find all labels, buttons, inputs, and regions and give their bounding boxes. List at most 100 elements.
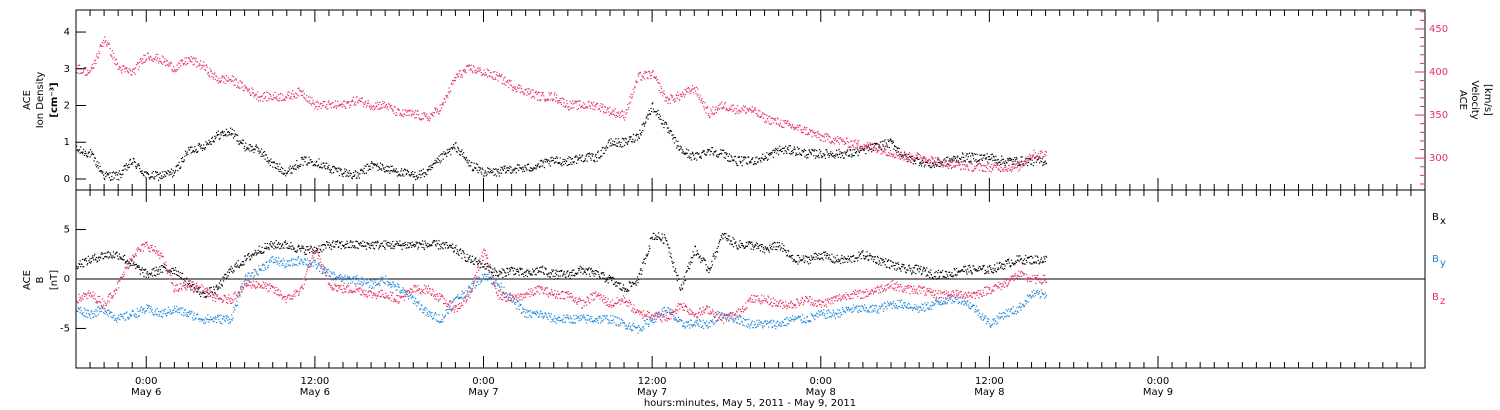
data-point: [479, 261, 481, 263]
data-point: [929, 159, 931, 162]
data-point: [751, 111, 753, 113]
data-point: [409, 242, 411, 245]
data-point: [255, 94, 257, 96]
data-point: [584, 272, 587, 274]
data-point: [345, 107, 347, 110]
data-point: [997, 267, 999, 269]
data-point: [194, 58, 196, 60]
data-point: [567, 106, 569, 108]
data-point: [371, 241, 373, 243]
data-point: [88, 261, 91, 263]
data-point: [164, 267, 167, 269]
data-point: [661, 233, 663, 235]
data-point: [701, 102, 704, 104]
data-point: [772, 248, 774, 250]
data-point: [890, 139, 892, 141]
data-point: [687, 91, 689, 93]
data-point: [886, 144, 888, 146]
data-point: [998, 268, 1000, 270]
data-point: [601, 155, 603, 157]
data-point: [981, 267, 983, 270]
data-point: [967, 153, 969, 155]
data-point: [405, 243, 407, 246]
data-point: [340, 105, 342, 107]
data-point: [751, 241, 753, 243]
data-point: [515, 269, 517, 271]
data-point: [1002, 263, 1004, 266]
data-point: [115, 171, 118, 173]
data-point: [997, 158, 999, 161]
data-point: [158, 273, 160, 275]
data-point: [733, 109, 735, 111]
series-plasma-1: [76, 36, 1048, 173]
data-point: [114, 253, 116, 255]
data-point: [923, 266, 925, 268]
data-point: [828, 254, 831, 256]
data-point: [443, 97, 445, 100]
data-point: [689, 157, 691, 159]
data-point: [593, 275, 595, 277]
data-point: [783, 120, 786, 122]
data-point: [211, 137, 213, 139]
data-point: [602, 146, 604, 149]
data-point: [848, 155, 850, 157]
data-point: [556, 157, 558, 159]
data-point: [591, 153, 593, 155]
data-point: [529, 167, 531, 169]
data-point: [386, 165, 388, 167]
data-point: [739, 160, 741, 162]
data-point: [354, 174, 356, 176]
data-point: [349, 175, 351, 177]
data-point: [946, 274, 948, 276]
data-point: [155, 275, 157, 277]
data-point: [769, 244, 771, 246]
data-point: [968, 271, 970, 273]
data-point: [171, 172, 173, 174]
data-point: [968, 152, 971, 154]
data-point: [221, 285, 223, 287]
data-point: [655, 238, 657, 240]
data-point: [681, 149, 684, 151]
data-point: [591, 102, 593, 104]
data-point: [985, 166, 988, 169]
data-point: [852, 149, 854, 151]
data-point: [822, 135, 824, 137]
data-point: [578, 268, 581, 270]
data-point: [528, 93, 530, 95]
data-point: [1042, 261, 1044, 263]
data-point: [941, 163, 943, 166]
data-point: [896, 150, 898, 152]
data-point: [407, 170, 409, 173]
data-point: [491, 271, 493, 274]
data-point: [276, 95, 278, 97]
data-point: [828, 141, 831, 143]
data-point: [728, 109, 730, 112]
data-point: [402, 245, 404, 247]
data-point: [953, 268, 955, 270]
data-point: [1045, 255, 1047, 257]
data-point: [387, 166, 389, 168]
data-point: [909, 155, 911, 158]
data-point: [992, 169, 994, 171]
data-point: [709, 269, 711, 271]
data-point: [528, 271, 530, 273]
data-point: [412, 176, 414, 178]
data-point: [331, 245, 333, 247]
data-point: [1040, 258, 1042, 261]
data-point: [530, 167, 533, 169]
data-point: [734, 155, 736, 157]
data-point: [867, 255, 869, 257]
data-point: [548, 163, 550, 165]
data-point: [910, 268, 912, 270]
data-point: [672, 134, 674, 136]
data-point: [607, 142, 609, 144]
data-point: [159, 268, 161, 271]
data-point: [330, 107, 332, 109]
data-point: [958, 163, 960, 165]
data-point: [677, 140, 679, 143]
data-point: [1030, 157, 1033, 159]
data-point: [97, 164, 99, 167]
data-point: [231, 80, 233, 82]
data-point: [235, 266, 237, 268]
data-point: [316, 100, 318, 102]
